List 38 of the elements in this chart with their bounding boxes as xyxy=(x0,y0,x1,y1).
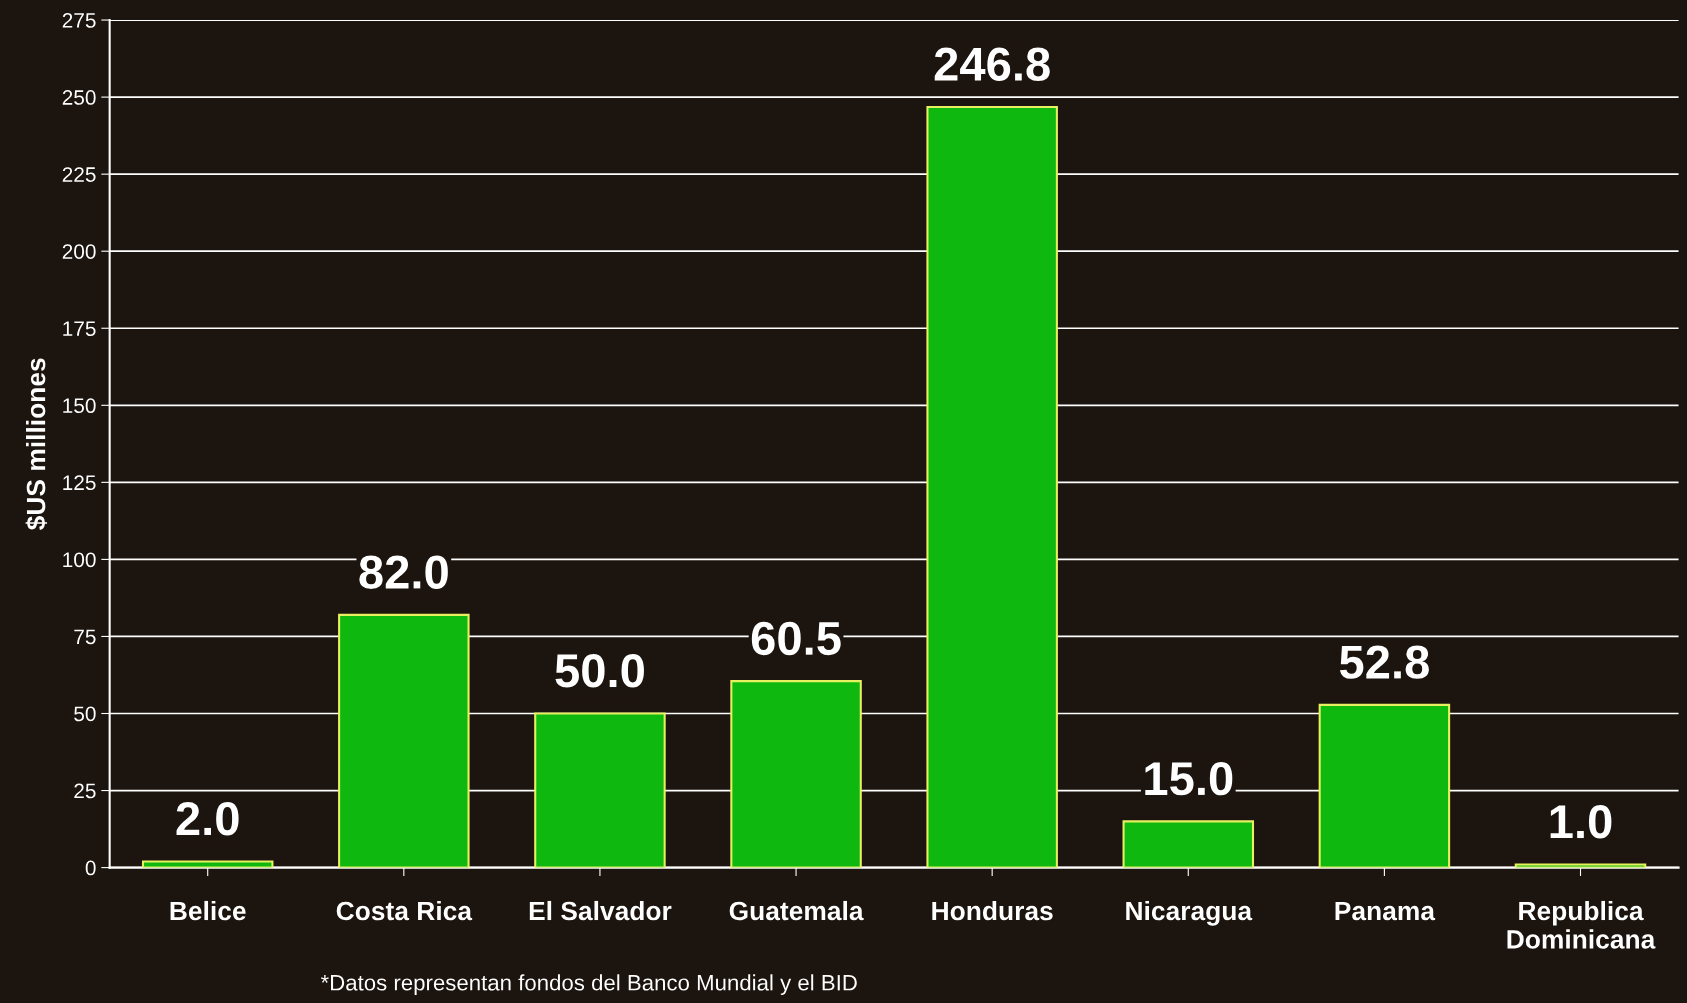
bar xyxy=(1514,863,1647,868)
bar xyxy=(1122,820,1255,868)
y-tick-label: 225 xyxy=(62,167,96,182)
x-tick-label: Belice xyxy=(170,900,246,921)
data-label: 15.0 xyxy=(1145,761,1233,796)
text: *Datos representan fondos del Banco Mundial y el BID xyxy=(320,974,857,995)
y-tick-label: 200 xyxy=(62,244,96,259)
data-label: 246.8 xyxy=(934,47,1050,81)
bar xyxy=(141,860,274,868)
x-tick-label: El Salvador xyxy=(529,900,672,921)
y-tick-label: 100 xyxy=(63,552,96,568)
bar xyxy=(534,712,666,868)
y-tick-label: 275 xyxy=(62,13,96,28)
x-tick-label: Honduras xyxy=(932,900,1053,921)
y-axis-title: $US milliones xyxy=(25,358,48,530)
y-tick-label: 250 xyxy=(62,90,96,105)
bar xyxy=(926,105,1058,868)
data-label: 52.8 xyxy=(1339,645,1429,679)
y-tick-label: 0 xyxy=(85,860,96,876)
data-label: 50.0 xyxy=(555,654,644,688)
x-tick-label: Republica Dominicana xyxy=(1507,900,1656,949)
data-label: 2.0 xyxy=(176,801,239,836)
bar xyxy=(338,613,470,868)
y-tick-label: 150 xyxy=(63,398,96,414)
x-tick-label: Costa Rica xyxy=(336,900,473,921)
y-tick-label: 50 xyxy=(74,706,96,722)
y-tick-label: 75 xyxy=(74,629,96,645)
y-tick-label: 25 xyxy=(74,783,96,799)
x-tick-label: Nicaragua xyxy=(1126,900,1253,926)
x-tick-label: Panama xyxy=(1335,901,1436,921)
data-label: 1.0 xyxy=(1550,805,1612,839)
data-label: 60.5 xyxy=(751,621,841,656)
bar xyxy=(730,680,862,868)
x-tick-label: Guatemala xyxy=(729,900,864,921)
y-tick-label: 175 xyxy=(63,321,96,337)
bar xyxy=(1318,703,1451,868)
data-label: 82.0 xyxy=(359,555,448,589)
y-tick-label: 125 xyxy=(63,475,96,491)
